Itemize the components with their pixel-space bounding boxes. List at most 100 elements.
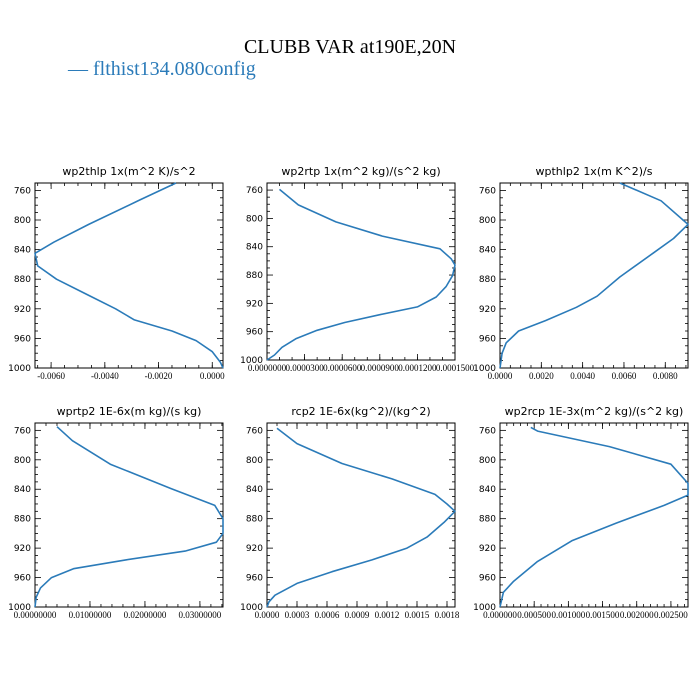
y-tick-label: 1000 bbox=[473, 364, 496, 374]
y-tick-label: 1000 bbox=[240, 356, 263, 366]
series-line bbox=[34, 426, 224, 608]
x-tick-label: 0.00000000 bbox=[14, 610, 57, 620]
y-tick-label: 840 bbox=[14, 485, 31, 495]
x-tick-label: 0.0000900 bbox=[361, 363, 400, 373]
y-tick-label: 800 bbox=[14, 456, 31, 466]
x-tick-label: 0.002500 bbox=[654, 610, 688, 620]
y-tick-label: 880 bbox=[246, 271, 263, 281]
y-tick-label: 1000 bbox=[8, 603, 31, 613]
x-tick-label: 0.0000000 bbox=[248, 363, 287, 373]
y-tick-label: 880 bbox=[246, 515, 263, 525]
x-tick-label: -0.0020 bbox=[145, 371, 173, 381]
x-tick-label: 0.0040 bbox=[570, 371, 595, 381]
y-tick-label: 800 bbox=[246, 456, 263, 466]
plot-frame bbox=[499, 422, 689, 608]
x-tick-label: 0.0012 bbox=[375, 610, 400, 620]
y-tick-label: 960 bbox=[14, 334, 31, 344]
y-tick-label: 960 bbox=[246, 574, 263, 584]
y-tick-label: 1000 bbox=[473, 603, 496, 613]
plot-frame bbox=[34, 182, 224, 369]
x-tick-label: 0.03000000 bbox=[179, 610, 222, 620]
y-tick-label: 960 bbox=[479, 574, 496, 584]
x-tick-label: -0.0060 bbox=[37, 371, 65, 381]
x-tick-label: 0.0000 bbox=[255, 610, 280, 620]
x-tick-label: 0.000000 bbox=[483, 610, 517, 620]
x-tick-label: 0.001500 bbox=[586, 610, 620, 620]
x-tick-label: 0.0080 bbox=[653, 371, 678, 381]
x-tick-label: 0.0060 bbox=[612, 371, 637, 381]
y-tick-label: 760 bbox=[246, 426, 263, 436]
series-line bbox=[266, 188, 456, 361]
y-tick-label: 880 bbox=[479, 515, 496, 525]
x-tick-label: 0.0015 bbox=[405, 610, 430, 620]
y-tick-label: 960 bbox=[246, 328, 263, 338]
chart-panel-3: wpthlp2 1x(m K^2)/s 760 800 840 880 920 960 100… bbox=[473, 165, 689, 381]
y-tick-label: 800 bbox=[14, 216, 31, 226]
x-tick-label: 0.0020 bbox=[529, 371, 554, 381]
y-tick-label: 760 bbox=[479, 426, 496, 436]
y-tick-label: 920 bbox=[246, 299, 263, 309]
y-tick-label: 840 bbox=[479, 485, 496, 495]
y-tick-label: 880 bbox=[14, 515, 31, 525]
x-tick-label: 0.0003 bbox=[285, 610, 310, 620]
y-tick-label: 840 bbox=[14, 246, 31, 256]
chart-panel-2: wp2rtp 1x(m^2 kg)/(s^2 kg) 760 800 840 880 92… bbox=[240, 165, 475, 373]
legend-entry: — flthist134.080config bbox=[68, 58, 256, 80]
x-tick-label: 0.0009 bbox=[345, 610, 370, 620]
y-tick-label: 840 bbox=[479, 246, 496, 256]
chart-panel-5: rcp2 1E-6x(kg^2)/(kg^2) 760 800 840 880 920 96… bbox=[240, 405, 460, 620]
x-tick-label: 0.0000300 bbox=[285, 363, 324, 373]
x-tick-label: 0.02000000 bbox=[124, 610, 167, 620]
x-tick-label: 0.0000600 bbox=[323, 363, 362, 373]
x-tick-label: 0.002000 bbox=[620, 610, 654, 620]
x-tick-label: 0.001000 bbox=[551, 610, 585, 620]
y-tick-label: 1000 bbox=[8, 364, 31, 374]
y-tick-label: 920 bbox=[14, 544, 31, 554]
y-tick-label: 880 bbox=[14, 275, 31, 285]
y-tick-label: 920 bbox=[479, 305, 496, 315]
y-tick-label: 1000 bbox=[240, 603, 263, 613]
y-tick-label: 800 bbox=[246, 214, 263, 224]
y-tick-label: 880 bbox=[479, 275, 496, 285]
x-tick-label: -0.0040 bbox=[91, 371, 119, 381]
chart-panel-1: wp2thlp 1x(m^2 K)/s^2 760 800 840 880 920 960 1… bbox=[8, 165, 225, 381]
y-tick-label: 760 bbox=[479, 186, 496, 196]
chart-panel-4: wprtp2 1E-6x(m kg)/(s kg) 760 800 840 880 920… bbox=[8, 405, 224, 620]
series-line bbox=[34, 182, 224, 369]
y-tick-label: 760 bbox=[14, 186, 31, 196]
panel-title: wprtp2 1E-6x(m kg)/(s kg) bbox=[57, 405, 202, 418]
figure-title: CLUBB VAR at190E,20N bbox=[243, 36, 457, 58]
y-tick-label: 840 bbox=[246, 485, 263, 495]
panel-title: rcp2 1E-6x(kg^2)/(kg^2) bbox=[291, 405, 430, 418]
chart-panel-6: wp2rcp 1E-3x(m^2 kg)/(s^2 kg) 760 800 840 88… bbox=[473, 405, 689, 620]
panel-title: wp2rtp 1x(m^2 kg)/(s^2 kg) bbox=[281, 165, 440, 178]
y-tick-label: 760 bbox=[14, 426, 31, 436]
y-tick-label: 920 bbox=[14, 305, 31, 315]
plot-frame bbox=[34, 422, 224, 608]
x-tick-label: 0.0018 bbox=[435, 610, 460, 620]
y-tick-label: 760 bbox=[246, 186, 263, 196]
panel-title: wp2rcp 1E-3x(m^2 kg)/(s^2 kg) bbox=[505, 405, 684, 418]
plot-frame bbox=[266, 422, 456, 608]
series-line bbox=[266, 427, 456, 608]
y-tick-label: 800 bbox=[479, 456, 496, 466]
x-tick-label: 0.0000 bbox=[200, 371, 225, 381]
plot-frame bbox=[266, 182, 456, 361]
series-line bbox=[499, 426, 689, 608]
x-tick-label: 0.01000000 bbox=[69, 610, 112, 620]
x-tick-label: 0.0000 bbox=[488, 371, 513, 381]
x-tick-label: 0.0006 bbox=[315, 610, 340, 620]
x-tick-label: 0.0001200 bbox=[398, 363, 437, 373]
y-tick-label: 800 bbox=[479, 216, 496, 226]
panel-title: wpthlp2 1x(m K^2)/s bbox=[536, 165, 653, 178]
x-tick-label: 0.000500 bbox=[517, 610, 551, 620]
plot-frame bbox=[499, 182, 689, 369]
x-tick-label: 0.0001500 bbox=[436, 363, 475, 373]
y-tick-label: 960 bbox=[479, 334, 496, 344]
y-tick-label: 960 bbox=[14, 574, 31, 584]
y-tick-label: 920 bbox=[479, 544, 496, 554]
panel-title: wp2thlp 1x(m^2 K)/s^2 bbox=[62, 165, 195, 178]
y-tick-label: 920 bbox=[246, 544, 263, 554]
y-tick-label: 840 bbox=[246, 243, 263, 253]
